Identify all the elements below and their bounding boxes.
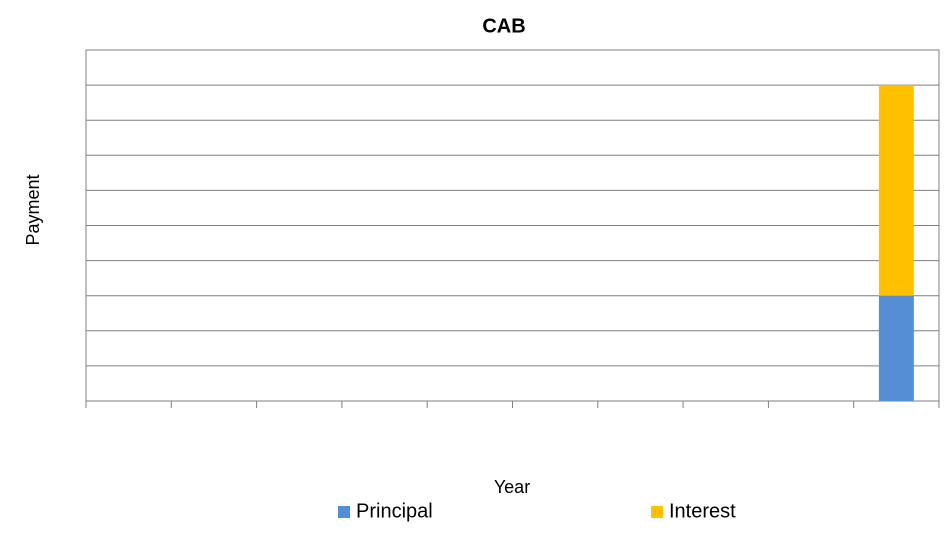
legend-swatch: [338, 506, 350, 518]
legend-label: Interest: [669, 500, 736, 522]
legend-label: Principal: [356, 500, 433, 522]
chart-title: CAB: [482, 15, 525, 37]
y-axis-label: Payment: [23, 174, 43, 245]
bar-segment: [878, 85, 914, 296]
x-axis-label: Year: [494, 477, 530, 497]
bar-segment: [878, 295, 914, 401]
legend-swatch: [651, 506, 663, 518]
